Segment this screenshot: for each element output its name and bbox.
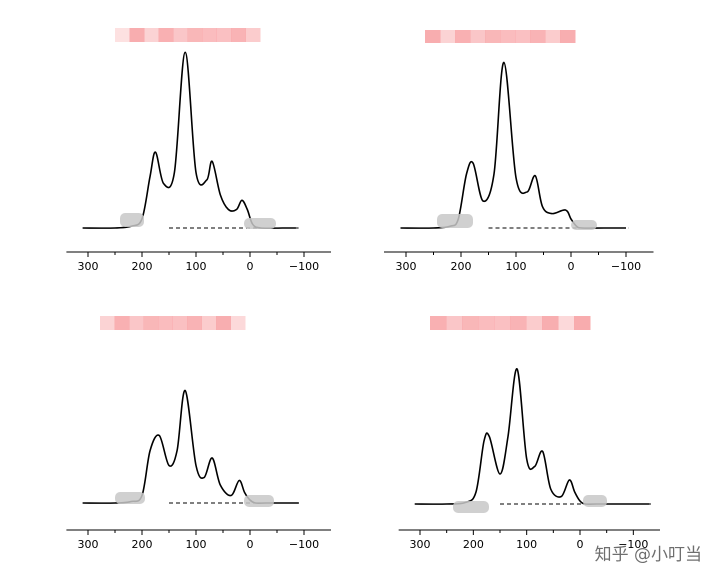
x-tick-label: 0 — [577, 538, 584, 551]
redacted-title-block — [172, 316, 188, 330]
redacted-title-block — [158, 28, 174, 42]
x-tick-label: 200 — [132, 538, 153, 551]
redacted-title-block — [478, 316, 495, 330]
redacted-title-block — [216, 28, 232, 42]
redacted-title-block — [114, 316, 130, 330]
redacted-title-block — [526, 316, 543, 330]
x-tick-label: 100 — [506, 260, 527, 273]
redacted-title-block — [574, 316, 591, 330]
redacted-label-block — [115, 492, 145, 504]
redacted-title-block — [542, 316, 559, 330]
redacted-label-block — [244, 495, 274, 507]
redacted-title-block — [115, 28, 130, 42]
redacted-title-block — [545, 30, 561, 43]
chart-panel-1: 300 200 100 0 −100 — [66, 28, 331, 273]
redacted-title-block — [129, 316, 144, 330]
redacted-title-block — [494, 316, 511, 330]
redacted-title-block — [201, 316, 217, 330]
redacted-title-block — [216, 316, 231, 330]
redacted-title-block — [230, 316, 246, 330]
redacted-label-block — [583, 495, 607, 507]
redacted-title-block — [430, 316, 447, 330]
redacted-title-block — [144, 28, 159, 42]
x-tick-label: 300 — [410, 538, 431, 551]
x-tick-label: 300 — [78, 260, 99, 273]
redacted-title-block — [485, 30, 501, 43]
redacted-title-block — [530, 30, 546, 43]
redacted-title-block — [129, 28, 145, 42]
spectrum-curve — [414, 368, 650, 506]
x-tick-label: −100 — [611, 260, 641, 273]
redacted-title-block — [560, 30, 576, 43]
x-tick-label: 300 — [78, 538, 99, 551]
redacted-label-block — [244, 218, 276, 229]
redacted-title-block — [440, 30, 456, 43]
x-tick-label: 200 — [463, 538, 484, 551]
x-tick-label: −100 — [289, 538, 319, 551]
x-tick-label: 100 — [516, 538, 537, 551]
redacted-title-block — [245, 28, 261, 42]
redacted-title-block — [515, 30, 531, 43]
redacted-title-block — [173, 28, 188, 42]
redacted-title-block — [462, 316, 479, 330]
x-tick-label: −100 — [618, 538, 648, 551]
redacted-title-block — [455, 30, 471, 43]
x-tick-label: 0 — [247, 538, 254, 551]
redacted-title-block — [158, 316, 173, 330]
x-tick-label: 100 — [186, 538, 207, 551]
redacted-title-block — [187, 28, 203, 42]
x-tick-label: 0 — [247, 260, 254, 273]
redacted-title-block — [100, 316, 115, 330]
redacted-title-block — [446, 316, 463, 330]
chart-panel-3: 300 200 100 0 −100 — [66, 316, 331, 551]
x-tick-label: 0 — [568, 260, 575, 273]
chart-panel-2: 300 200 100 0 −100 — [384, 30, 654, 273]
redacted-label-block — [120, 213, 144, 227]
redacted-title-block — [202, 28, 217, 42]
spectrum-curve — [400, 61, 626, 229]
redacted-title-block — [500, 30, 516, 43]
chart-panel-4: 300 200 100 0 −100 — [398, 316, 660, 551]
x-tick-label: −100 — [289, 260, 319, 273]
redacted-title-block — [470, 30, 486, 43]
redacted-title-block — [558, 316, 575, 330]
x-tick-label: 200 — [132, 260, 153, 273]
x-tick-label: 300 — [396, 260, 417, 273]
redacted-title-block — [187, 316, 202, 330]
watermark: 知乎 @小叮当 — [594, 545, 702, 565]
x-tick-label: 200 — [451, 260, 472, 273]
spectrum-curve — [82, 389, 299, 505]
redacted-title-block — [231, 28, 246, 42]
x-tick-label: 100 — [186, 260, 207, 273]
redacted-title-block — [425, 30, 441, 43]
redacted-title-block — [510, 316, 527, 330]
redacted-label-block — [437, 214, 473, 228]
redacted-label-block — [571, 220, 597, 230]
redacted-label-block — [453, 501, 489, 513]
spectrum-curve — [82, 51, 296, 230]
redacted-title-block — [143, 316, 159, 330]
